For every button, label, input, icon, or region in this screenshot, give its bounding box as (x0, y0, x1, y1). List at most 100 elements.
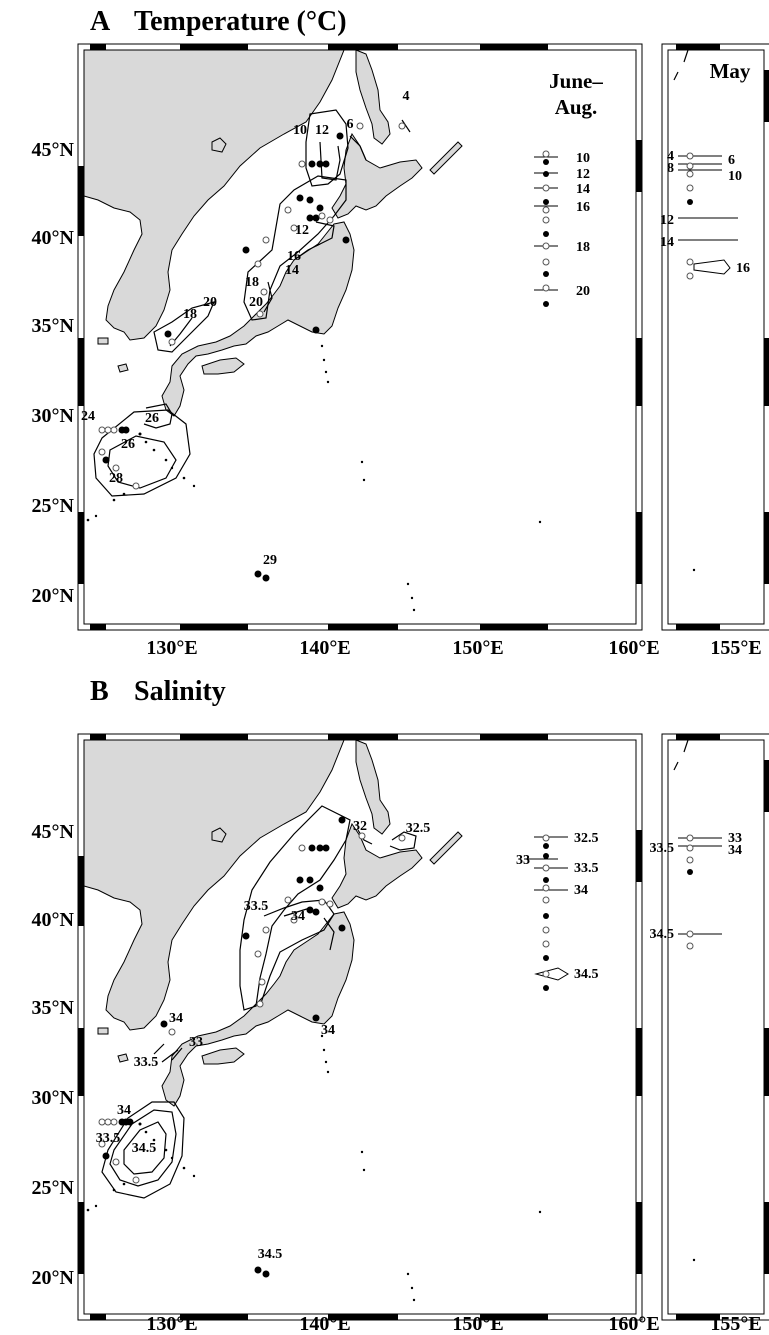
isohaline-34-5b-label: 34.5 (258, 1247, 283, 1262)
panel-b-lat-labels: 45°N 40°N 35°N 30°N 25°N 20°N (32, 821, 75, 1289)
panel-a-stations-open (98, 122, 406, 490)
isotherm-10-label: 10 (293, 123, 307, 138)
lon-b-150: 150°E (452, 1313, 503, 1335)
lon-a-160: 160°E (608, 637, 659, 659)
isohaline-34-5-label: 34.5 (132, 1141, 157, 1156)
isotherm-16-label: 16 (287, 249, 301, 264)
isohaline-34-label: 34 (291, 909, 305, 924)
isotherm-26b-label: 26 (121, 437, 135, 452)
isohaline-34-5-line (109, 1109, 177, 1187)
isohaline-33-line (153, 1043, 183, 1063)
isotherm-14-label: 14 (285, 263, 299, 278)
legend-b-34: 34 (574, 883, 588, 898)
isotherm-29-label: 29 (263, 553, 277, 568)
lat-b-35: 35°N (32, 997, 75, 1019)
panel-a-lat-labels: 45°N 40°N 35°N 30°N 25°N 20°N (32, 139, 75, 607)
lat-a-30: 30°N (32, 405, 75, 427)
lat-b-20: 20°N (32, 1267, 75, 1289)
lat-a-40: 40°N (32, 227, 75, 249)
isotherm-4-label: 4 (403, 89, 410, 104)
isohaline-34c-line (283, 907, 311, 917)
lat-b-25: 25°N (32, 1177, 75, 1199)
legend-b-34-5: 34.5 (574, 967, 599, 982)
isohaline-33-5-label: 33.5 (244, 899, 269, 914)
isohaline-34d-label: 34 (117, 1103, 131, 1118)
inset-b-33-5: 33.5 (650, 841, 675, 856)
inset-a-4: 4 (667, 149, 674, 164)
lat-a-45: 45°N (32, 139, 75, 161)
legend-a-10: 10 (576, 151, 590, 166)
panel-a-map: 4 6 10 12 12 14 16 18 20 18 20 24 26 26 … (77, 43, 643, 631)
lat-b-40: 40°N (32, 909, 75, 931)
panel-a-inset-header: May (710, 59, 751, 83)
isotherm-26-label: 26 (145, 411, 159, 426)
lon-a-inset-155: 155°E (710, 637, 761, 659)
inset-a-14: 14 (660, 235, 674, 250)
isotherm-18b-label: 18 (183, 307, 197, 322)
panel-a-inset-frame (661, 43, 769, 631)
isohaline-34b-label: 34 (321, 1023, 335, 1038)
inset-b-33: 33 (728, 831, 742, 846)
panel-b-map: 32 32.5 33.5 34 34 33 33.5 34 34 33.5 34… (77, 733, 643, 1321)
legend-b-33: 33 (516, 853, 530, 868)
panel-a-season-line1: June– (549, 69, 603, 93)
isohaline-33-5b-line (101, 1101, 185, 1199)
legend-a-14: 14 (576, 182, 590, 197)
isotherm-28-label: 28 (109, 471, 123, 486)
panel-b-legend: 33 32.5 33.5 34 34.5 (516, 831, 599, 991)
isohaline-33-5c-label: 33.5 (96, 1131, 121, 1146)
isohaline-34d-line (123, 1121, 167, 1175)
lat-a-35: 35°N (32, 315, 75, 337)
panel-a-title: A Temperature (°C) (90, 6, 347, 38)
inset-a-16: 16 (736, 261, 750, 276)
isotherm-20b-label: 20 (203, 295, 217, 310)
lon-a-150: 150°E (452, 637, 503, 659)
lon-a-130: 130°E (146, 637, 197, 659)
isotherm-26b-line (107, 435, 177, 489)
panel-a-lon-labels: 130°E 140°E 150°E 160°E 155°E (146, 637, 761, 659)
isotherm-6-label: 6 (347, 117, 354, 132)
isohaline-34b-line (323, 917, 335, 951)
isotherm-18-label: 18 (245, 275, 259, 290)
panel-a-season-line2: Aug. (555, 95, 598, 119)
isotherm-20a-line (263, 281, 273, 313)
panel-b-title: B Salinity (90, 676, 226, 708)
isotherm-16-line (293, 243, 321, 261)
panel-b-stations-open (98, 832, 406, 1184)
panel-b-letter: B (90, 676, 109, 707)
isotherm-12b-line (315, 221, 335, 247)
panel-b-inset: 33.5 34.5 33 34 (650, 733, 769, 1321)
isotherm-14-line (243, 175, 347, 321)
inset-b-34: 34 (728, 843, 742, 858)
panel-a-letter: A (90, 6, 111, 37)
panel-a-stations-filled (102, 132, 350, 582)
panel-a-title-text: Temperature (°C) (134, 6, 347, 37)
panel-a-legend: 10 12 14 16 18 20 (534, 150, 590, 307)
isotherm-12b-label: 12 (295, 223, 309, 238)
isohaline-33-5-line (239, 805, 351, 1011)
lat-b-45: 45°N (32, 821, 75, 843)
isotherm-26-line (93, 409, 191, 497)
isohaline-34-line (259, 899, 335, 1007)
panel-b-stations-filled (102, 816, 346, 1278)
isohaline-34c-label: 34 (169, 1011, 183, 1026)
panel-b-lon-labels: 130°E 140°E 150°E 160°E 155°E (146, 1313, 761, 1335)
legend-a-20: 20 (576, 284, 590, 299)
lon-b-140: 140°E (299, 1313, 350, 1335)
legend-a-12: 12 (576, 167, 590, 182)
lat-a-25: 25°N (32, 495, 75, 517)
inset-a-12: 12 (660, 213, 674, 228)
isohaline-33-5b-label: 33.5 (134, 1055, 159, 1070)
isohaline-32-label: 32 (353, 819, 367, 834)
inset-a-6: 6 (728, 153, 735, 168)
isotherm-6-line (349, 135, 367, 161)
isotherm-20-line (153, 301, 216, 353)
panel-b-isohalines (101, 805, 417, 1199)
lon-b-130: 130°E (146, 1313, 197, 1335)
lon-a-140: 140°E (299, 637, 350, 659)
panel-a-inset: May 4 8 12 14 6 10 16 (660, 43, 769, 631)
legend-b-33-5: 33.5 (574, 861, 599, 876)
inset-a-8: 8 (667, 161, 674, 176)
isotherm-4-line (401, 119, 411, 133)
